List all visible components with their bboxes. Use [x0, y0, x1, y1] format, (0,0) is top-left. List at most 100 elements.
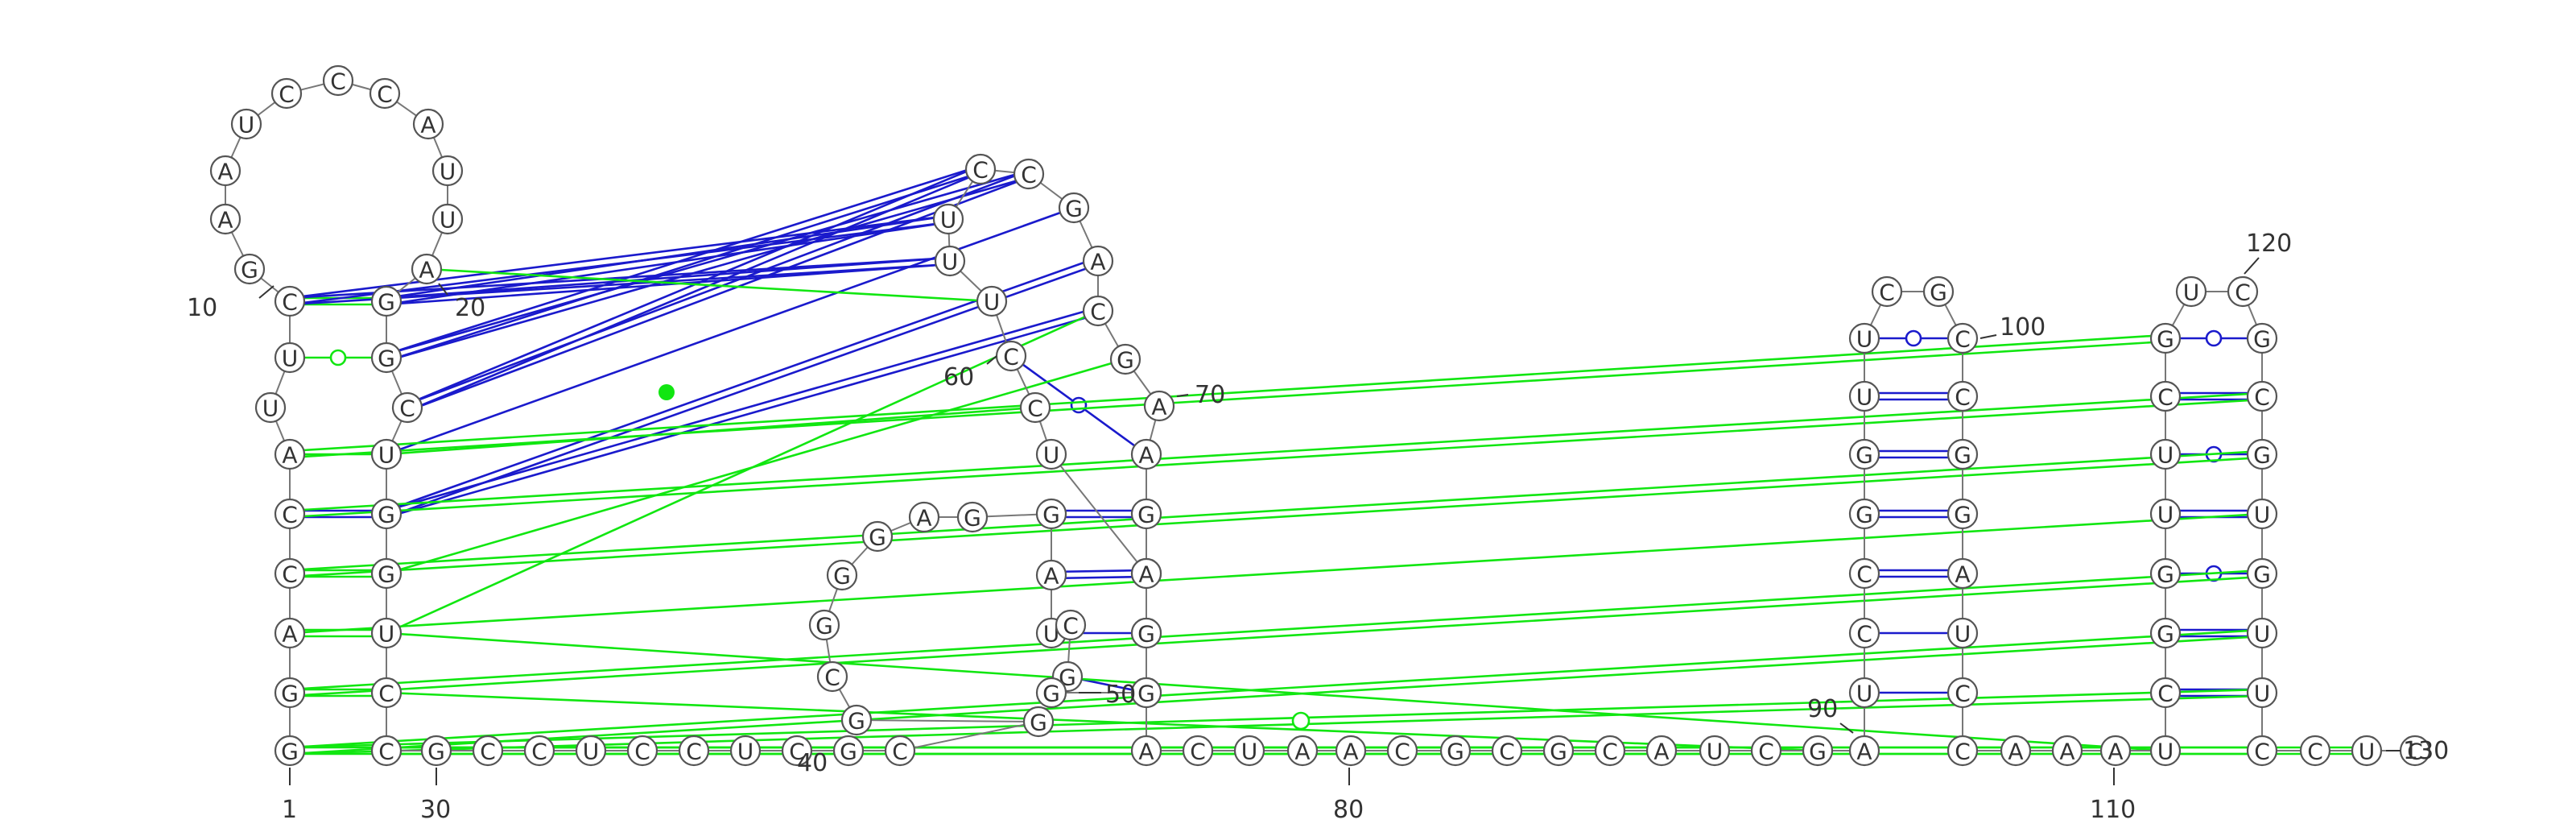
- base-pair-line: [386, 309, 1099, 635]
- nucleotide-circle: [1542, 735, 1575, 767]
- nucleotide-circle: [1848, 380, 1880, 412]
- nucleotide-48: G: [1035, 498, 1067, 530]
- nucleotide-circle: [840, 704, 873, 736]
- nucleotide-circle: [908, 501, 940, 533]
- nucleotide-label: A: [217, 159, 233, 185]
- nucleotide-101: G: [1946, 438, 1979, 470]
- filled-pair-marker: [658, 384, 675, 400]
- position-label-50: 50: [1105, 681, 1136, 709]
- nucleotide-7: U: [254, 391, 287, 424]
- nucleotide-126: U: [2246, 677, 2278, 709]
- nucleotide-118: U: [2175, 275, 2207, 308]
- nucleotide-label: U: [2254, 502, 2271, 528]
- nucleotide-label: A: [1043, 563, 1059, 590]
- nucleotide-112: G: [2149, 617, 2182, 649]
- nucleotide-label: C: [282, 502, 298, 528]
- base-pair-line: [1051, 569, 1146, 573]
- nucleotide-circle: [626, 735, 658, 767]
- nucleotide-label: C: [279, 81, 295, 108]
- nucleotide-circle: [861, 520, 894, 553]
- nucleotide-116: C: [2149, 380, 2182, 412]
- wobble-pair-marker: [329, 349, 347, 366]
- nucleotide-76: C: [1182, 735, 1214, 767]
- nucleotide-label: C: [282, 289, 298, 316]
- nucleotide-20: A: [411, 253, 443, 285]
- nucleotide-58: A: [1130, 438, 1162, 470]
- nucleotide-label: G: [1954, 442, 1971, 469]
- position-label-100: 100: [2000, 313, 2046, 342]
- nucleotide-circle: [956, 501, 989, 533]
- nucleotide-circle: [1022, 706, 1055, 738]
- nucleotide-90: U: [1848, 677, 1880, 709]
- base-pair-line: [289, 333, 2165, 453]
- nucleotide-64: C: [1013, 158, 1045, 190]
- nucleotide-circle: [412, 108, 444, 140]
- nucleotide-label: A: [1151, 394, 1166, 420]
- nucleotide-circle: [2149, 735, 2182, 767]
- nucleotide-circle: [2246, 617, 2278, 649]
- nucleotide-80: C: [1386, 735, 1418, 767]
- nucleotide-circle: [370, 342, 402, 374]
- nucleotide-label: C: [330, 68, 346, 95]
- base-pair-line: [385, 169, 1029, 356]
- base-pair-line: [289, 569, 2262, 691]
- nucleotide-93: G: [1848, 498, 1880, 530]
- nucleotide-circle: [1082, 295, 1114, 327]
- nucleotide-label: C: [1003, 344, 1019, 371]
- nucleotide-label: C: [1602, 739, 1618, 765]
- nucleotide-label: A: [2059, 739, 2074, 765]
- base-pair-line: [406, 170, 1029, 406]
- nucleotide-label: G: [378, 502, 395, 528]
- nucleotide-82: C: [1491, 735, 1523, 767]
- base-pair-layer: [289, 164, 2367, 756]
- nucleotide-label: A: [1955, 561, 1970, 588]
- nucleotide-57: G: [1130, 498, 1162, 530]
- nucleotide-label: G: [1447, 739, 1464, 765]
- nucleotide-circle: [2149, 322, 2182, 354]
- nucleotide-31: C: [472, 735, 504, 767]
- nucleotide-label: U: [2254, 681, 2271, 707]
- nucleotide-circle: [2149, 617, 2182, 649]
- nucleotide-label: U: [282, 346, 299, 372]
- nucleotide-label: A: [1294, 739, 1310, 765]
- nucleotide-circle: [254, 391, 287, 424]
- nucleotide-label: G: [1856, 442, 1873, 469]
- nucleotide-11: A: [209, 203, 242, 235]
- nucleotide-4: C: [274, 557, 306, 590]
- nucleotide-circle: [370, 677, 402, 709]
- nucleotide-106: C: [1946, 735, 1979, 767]
- nucleotide-label: C: [1063, 613, 1079, 640]
- nucleotide-circle: [274, 498, 306, 530]
- nucleotide-59: A: [1143, 390, 1175, 422]
- nucleotide-98: G: [1922, 275, 1955, 308]
- nucleotide-circle: [2246, 677, 2278, 709]
- position-label-80: 80: [1333, 796, 1364, 824]
- nucleotide-label: G: [1809, 739, 1827, 765]
- nucleotide-label: C: [972, 157, 989, 184]
- nucleotide-circle: [2149, 557, 2182, 590]
- nucleotide-42: C: [816, 660, 848, 693]
- nucleotide-39: C: [884, 735, 916, 767]
- nucleotide-label: C: [1879, 279, 1895, 306]
- nucleotide-circle: [816, 660, 848, 693]
- nucleotide-circle: [729, 735, 762, 767]
- nucleotide-label: G: [1550, 739, 1567, 765]
- nucleotide-circle: [1802, 735, 1834, 767]
- nucleotide-15: C: [322, 64, 354, 97]
- nucleotide-110: U: [2149, 735, 2182, 767]
- nucleotide-85: A: [1645, 735, 1678, 767]
- nucleotide-label: U: [262, 395, 279, 422]
- nucleotide-127: C: [2246, 735, 2278, 767]
- nucleotide-circle: [884, 735, 916, 767]
- nucleotide-circle: [2149, 498, 2182, 530]
- nucleotide-77: U: [1233, 735, 1265, 767]
- nucleotide-16: C: [369, 77, 401, 110]
- nucleotide-label: A: [1138, 561, 1154, 588]
- nucleotide-label: U: [1856, 326, 1873, 353]
- nucleotide-label: C: [2235, 279, 2251, 306]
- nucleotide-circle: [274, 342, 306, 374]
- nucleotide-73: G: [1130, 617, 1162, 649]
- nucleotide-label: G: [1137, 681, 1155, 707]
- nucleotide-51: C: [1055, 609, 1087, 641]
